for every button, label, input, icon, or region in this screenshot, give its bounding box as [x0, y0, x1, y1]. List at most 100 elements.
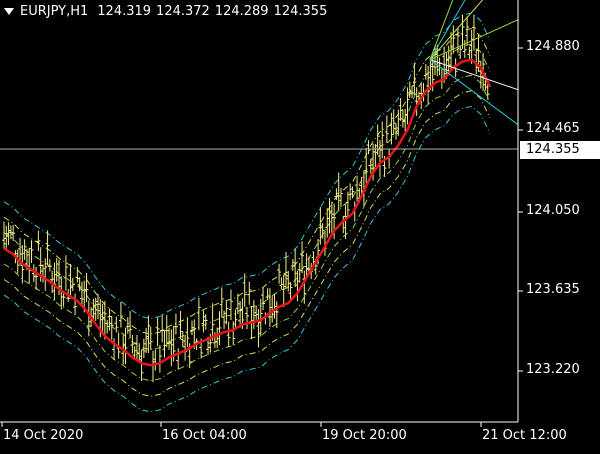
price-bar — [334, 188, 339, 201]
envelope-band-line — [3, 105, 491, 413]
price-bar — [203, 314, 208, 330]
price-bar — [52, 262, 57, 301]
price-bar — [400, 109, 405, 128]
fan-line — [429, 0, 484, 61]
price-bar — [377, 140, 382, 178]
price-bar — [132, 346, 137, 359]
price-bar — [288, 282, 293, 301]
price-bar — [467, 46, 472, 59]
price-bar — [228, 289, 233, 321]
time-label: 14 Oct 2020 — [3, 428, 84, 443]
price-bar — [235, 293, 240, 314]
price-bar — [304, 253, 309, 277]
price-bar — [109, 316, 114, 340]
high-price: 124.372 — [156, 4, 210, 19]
price-bar — [50, 270, 55, 294]
price-bar — [373, 143, 378, 167]
price-bar — [375, 124, 380, 155]
price-bar — [384, 115, 389, 143]
price-bar — [43, 258, 48, 291]
price-bar — [254, 305, 259, 320]
price-bar — [258, 298, 263, 337]
price-bar — [474, 48, 479, 75]
price-bar — [222, 310, 227, 330]
price-bar — [462, 40, 467, 59]
price-bar — [405, 87, 410, 125]
envelope-band-line — [3, 12, 491, 320]
price-bar — [293, 248, 298, 287]
price-bar — [391, 109, 396, 135]
price-bar — [201, 310, 206, 333]
price-bar — [272, 294, 277, 319]
price-bar — [295, 270, 300, 302]
price-bar — [107, 308, 112, 331]
price-bar — [380, 121, 385, 159]
price-bar — [318, 207, 323, 245]
price-bar — [270, 295, 275, 323]
moving-average-line — [3, 58, 492, 367]
price-bar — [364, 147, 369, 184]
price-bar — [320, 223, 325, 239]
price-bar — [173, 313, 178, 335]
price-bar — [11, 225, 16, 242]
time-label: 16 Oct 04:00 — [162, 428, 247, 443]
price-bar — [460, 14, 465, 49]
price-bar — [118, 301, 123, 328]
price-bar — [70, 277, 75, 292]
price-bar — [137, 343, 142, 361]
price-bar — [185, 317, 190, 347]
price-bar — [27, 247, 32, 284]
price-bar — [267, 288, 272, 328]
envelope-bands — [3, 12, 491, 413]
price-bar — [325, 208, 330, 238]
forecast-fan-lines — [429, 0, 519, 126]
envelope-band-line — [3, 27, 491, 335]
price-bar — [355, 175, 360, 202]
price-bar — [93, 297, 98, 321]
price-bar — [29, 240, 34, 263]
price-label: 124.880 — [526, 39, 580, 54]
price-bar — [471, 14, 476, 51]
price-bar — [125, 317, 130, 334]
price-bar — [63, 255, 68, 291]
price-bar — [84, 273, 89, 303]
price-bar — [274, 301, 279, 329]
price-bar — [217, 311, 222, 346]
price-bar — [277, 263, 282, 284]
price-bar — [151, 350, 156, 383]
price-bar — [345, 191, 350, 218]
price-bar — [75, 267, 80, 283]
price-bar — [77, 277, 82, 292]
price-bar — [403, 108, 408, 132]
price-bar — [423, 64, 428, 80]
low-price: 124.289 — [214, 4, 269, 19]
price-bar — [148, 326, 153, 350]
price-bar — [469, 29, 474, 64]
price-bar — [2, 221, 6, 249]
dropdown-triangle-icon[interactable] — [4, 8, 14, 15]
price-bar — [141, 338, 146, 358]
price-bar — [178, 311, 183, 340]
price-bar — [73, 293, 78, 316]
price-bar — [128, 311, 133, 339]
price-bar — [279, 277, 284, 290]
price-bar — [176, 348, 181, 370]
price-bar — [439, 67, 444, 89]
price-bar — [6, 222, 11, 246]
time-label: 21 Oct 12:00 — [482, 428, 567, 443]
price-bar — [68, 264, 73, 299]
price-bars — [2, 14, 490, 383]
price-bar — [157, 345, 162, 373]
price-bar — [366, 140, 371, 155]
price-bar — [210, 303, 215, 341]
price-bar — [196, 297, 201, 331]
price-bar — [219, 287, 224, 318]
price-bar — [368, 158, 373, 174]
price-bar — [247, 281, 252, 305]
price-bar — [36, 230, 41, 252]
price-bar — [146, 315, 151, 354]
price-bar — [265, 288, 270, 301]
price-bar — [428, 58, 433, 90]
